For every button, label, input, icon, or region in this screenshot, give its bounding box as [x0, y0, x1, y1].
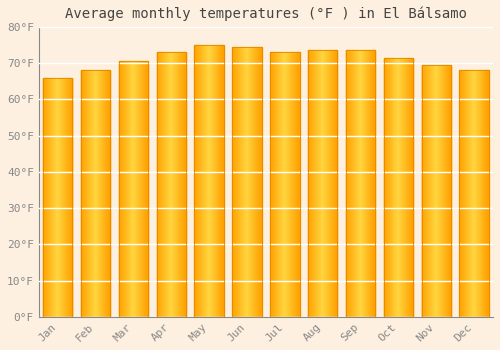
- Bar: [232, 47, 262, 317]
- Bar: [43, 78, 72, 317]
- Bar: [384, 58, 413, 317]
- Bar: [81, 70, 110, 317]
- Bar: [460, 70, 489, 317]
- Bar: [308, 50, 338, 317]
- Bar: [346, 50, 376, 317]
- Bar: [270, 52, 300, 317]
- Bar: [194, 45, 224, 317]
- Title: Average monthly temperatures (°F ) in El Bálsamo: Average monthly temperatures (°F ) in El…: [65, 7, 467, 21]
- Bar: [156, 52, 186, 317]
- Bar: [118, 61, 148, 317]
- Bar: [422, 65, 451, 317]
